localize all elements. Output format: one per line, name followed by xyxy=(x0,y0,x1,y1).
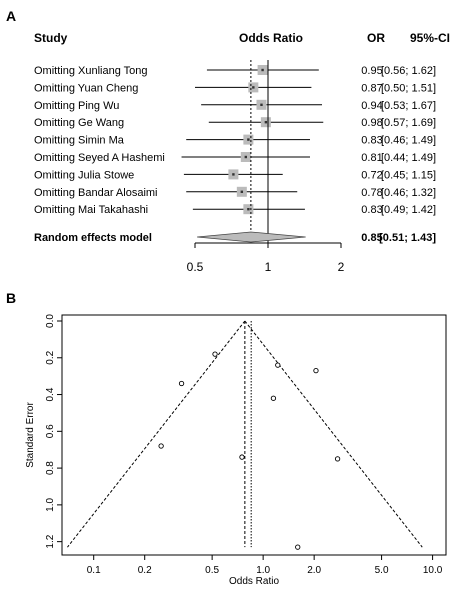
funnel-body: 0.1 0.2 0.5 1.0 2.0 5.0 10.0 0.0 0.2 0.4 0.6 0.8 1.0… xyxy=(45,314,443,576)
header-study: Study xyxy=(34,31,68,45)
study-label: Omitting Ge Wang xyxy=(34,117,124,129)
funnel-x-tick-label: 2.0 xyxy=(307,565,321,576)
forest-plot: Study Odds Ratio OR 95%-CI Omitting Xunl… xyxy=(34,31,450,274)
pooled-or-value: 0.85 xyxy=(361,232,382,244)
funnel-y-tick-label: 1.0 xyxy=(45,497,56,511)
or-value: 0.81 xyxy=(361,152,382,164)
funnel-left-boundary xyxy=(67,320,246,548)
effect-point xyxy=(240,190,244,193)
forest-x-tick-label: 1 xyxy=(265,260,272,274)
funnel-plot-frame xyxy=(61,314,447,556)
header-or: OR xyxy=(367,31,385,45)
or-value: 0.72 xyxy=(361,169,382,181)
funnel-y-tick-label: 0.2 xyxy=(45,350,56,364)
ci-value: [0.49; 1.42] xyxy=(381,204,436,216)
or-value: 0.94 xyxy=(361,100,382,112)
ci-value: [0.50; 1.51] xyxy=(381,82,436,94)
panel-b-label: B xyxy=(6,290,17,306)
ci-value: [0.53; 1.67] xyxy=(381,100,436,112)
effect-point xyxy=(244,155,248,159)
funnel-y-tick-label: 0.8 xyxy=(45,461,56,475)
or-value: 0.98 xyxy=(361,117,382,129)
funnel-x-tick-label: 10.0 xyxy=(423,565,443,576)
study-point xyxy=(295,544,301,550)
study-label: Omitting Yuan Cheng xyxy=(34,82,138,94)
funnel-x-tick-label: 0.5 xyxy=(205,565,219,576)
study-label: Omitting Seyed A Hashemi xyxy=(34,152,165,164)
ci-value: [0.57; 1.69] xyxy=(381,117,436,129)
study-label: Omitting Julia Stowe xyxy=(34,169,134,181)
ci-value: [0.44; 1.49] xyxy=(381,152,436,164)
funnel-x-tick-label: 0.1 xyxy=(87,565,101,576)
study-point xyxy=(270,395,277,401)
funnel-x-tick-label: 5.0 xyxy=(375,565,389,576)
funnel-y-tick-label: 1.2 xyxy=(45,534,56,548)
funnel-plot: Odds Ratio Standard Error 0.1 0.2 0.5 1.0 2.… xyxy=(25,314,447,587)
pooled-diamond xyxy=(197,231,306,243)
effect-point xyxy=(260,103,263,106)
effect-point xyxy=(247,208,250,211)
forest-x-tick-label: 0.5 xyxy=(187,260,204,274)
ci-value: [0.56; 1.62] xyxy=(381,65,436,77)
study-label: Omitting Simin Ma xyxy=(34,135,125,147)
forest-headers: Study Odds Ratio OR 95%-CI xyxy=(34,31,450,45)
study-point xyxy=(158,443,164,449)
header-ci: 95%-CI xyxy=(410,31,450,45)
forest-body: Omitting Xunliang Tong 0.95[0.56; 1.62] Om… xyxy=(34,60,436,274)
ci-value: [0.45; 1.15] xyxy=(381,169,436,181)
funnel-x-tick-label: 0.2 xyxy=(138,565,152,576)
pooled-label: Random effects model xyxy=(34,232,152,244)
funnel-right-boundary xyxy=(244,320,423,548)
or-value: 0.83 xyxy=(361,204,382,216)
panel-a-label: A xyxy=(6,8,17,24)
effect-point xyxy=(232,173,235,176)
pooled-ci-value: [0.51; 1.43] xyxy=(379,232,436,244)
study-point xyxy=(212,351,218,357)
or-value: 0.95 xyxy=(361,65,382,77)
or-value: 0.87 xyxy=(361,82,382,94)
ci-value: [0.46; 1.49] xyxy=(381,135,436,147)
study-point xyxy=(178,380,185,387)
study-label: Omitting Mai Takahashi xyxy=(34,204,148,216)
funnel-y-tick-label: 0.4 xyxy=(45,387,56,401)
funnel-y-tick-label: 0.6 xyxy=(45,424,56,438)
or-value: 0.83 xyxy=(361,135,382,147)
study-label: Omitting Ping Wu xyxy=(34,100,119,112)
ci-value: [0.46; 1.32] xyxy=(381,187,436,199)
effect-point xyxy=(252,86,255,89)
effect-point xyxy=(264,121,268,124)
study-label: Omitting Xunliang Tong xyxy=(34,65,148,77)
forest-x-tick-label: 2 xyxy=(338,260,345,274)
study-point xyxy=(334,456,341,462)
funnel-y-tick-label: 0.0 xyxy=(45,314,56,328)
effect-point xyxy=(261,68,264,72)
study-point xyxy=(275,362,281,368)
study-point xyxy=(313,367,319,374)
effect-point xyxy=(247,138,250,141)
study-point xyxy=(239,454,245,460)
funnel-y-axis-label: Standard Error xyxy=(25,402,36,468)
funnel-x-axis-label: Odds Ratio xyxy=(229,576,279,587)
header-odds-ratio: Odds Ratio xyxy=(239,31,303,45)
or-value: 0.78 xyxy=(361,187,382,199)
study-label: Omitting Bandar Alosaimi xyxy=(34,187,158,199)
funnel-x-tick-label: 1.0 xyxy=(256,565,270,576)
